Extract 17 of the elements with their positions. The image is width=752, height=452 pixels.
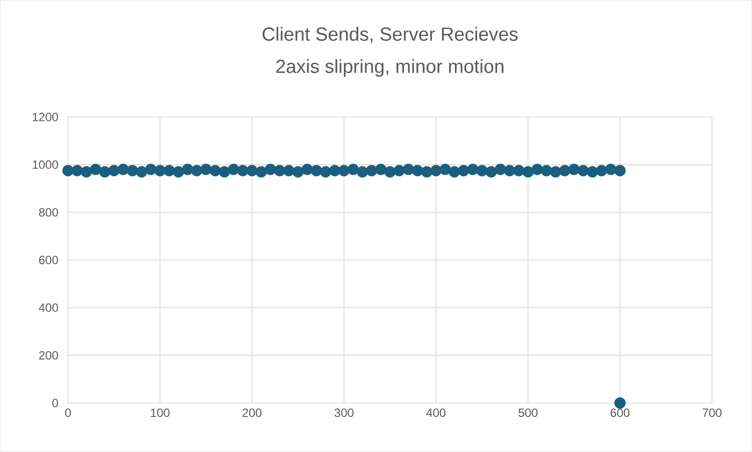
y-tick-label: 400	[38, 303, 58, 312]
x-tick-label: 700	[702, 408, 722, 417]
y-tick-label: 1200	[32, 112, 58, 122]
x-tick-label: 0	[65, 408, 71, 417]
y-tick-label: 0	[52, 398, 58, 408]
x-tick-label: 200	[242, 408, 262, 417]
y-tick-label: 200	[39, 351, 58, 360]
x-tick-label: 500	[518, 408, 538, 417]
chart-title: Client Sends, Server Recieves	[262, 26, 518, 44]
chart-subtitle: 2axis slipring, minor motion	[276, 59, 504, 77]
x-tick-label: 300	[334, 408, 354, 417]
y-tick-label: 800	[39, 208, 58, 217]
y-tick-label: 1000	[32, 160, 58, 169]
y-tick-label: 600	[39, 256, 58, 264]
x-tick-label: 100	[150, 408, 170, 417]
x-tick-label: 600	[610, 408, 630, 417]
x-tick-label: 400	[426, 408, 446, 417]
